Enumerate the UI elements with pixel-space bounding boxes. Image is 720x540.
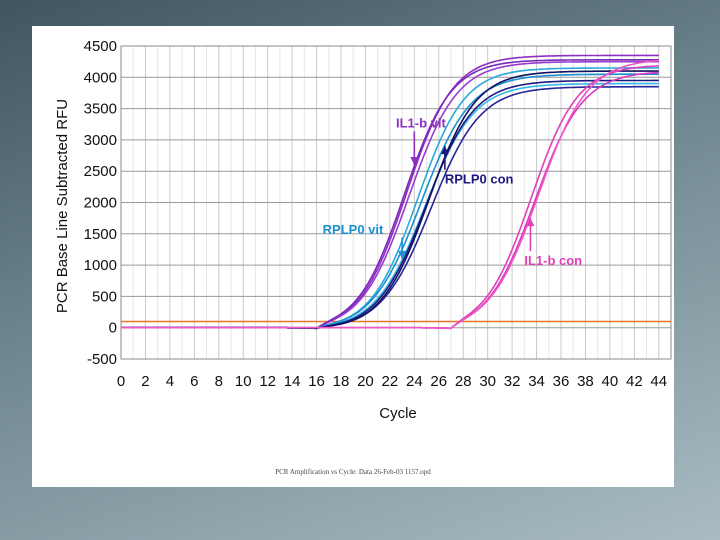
x-tick-label: 24 bbox=[406, 373, 423, 390]
y-tick-label: 4000 bbox=[84, 69, 117, 86]
x-tick-label: 44 bbox=[650, 373, 667, 390]
x-axis-title: Cycle bbox=[379, 405, 417, 422]
x-tick-label: 8 bbox=[215, 373, 223, 390]
annotation-arrowhead-1 bbox=[440, 146, 449, 155]
x-tick-label: 28 bbox=[455, 373, 472, 390]
annotation-arrowhead-0 bbox=[410, 156, 419, 165]
y-tick-label: 1000 bbox=[84, 257, 117, 274]
x-tick-label: 42 bbox=[626, 373, 643, 390]
annotation-arrowhead-2 bbox=[398, 250, 407, 259]
x-tick-label: 16 bbox=[308, 373, 325, 390]
annotation-label-2: RPLP0 vit bbox=[323, 222, 384, 237]
y-tick-label: 0 bbox=[109, 320, 117, 337]
plot-border bbox=[120, 45, 672, 360]
footer-caption: PCR Amplification vs Cycle: Data 26-Feb-… bbox=[275, 468, 431, 476]
x-tick-label: 14 bbox=[284, 373, 301, 390]
x-tick-label: 40 bbox=[602, 373, 619, 390]
amplification-curves bbox=[121, 54, 659, 330]
x-tick-label: 6 bbox=[190, 373, 198, 390]
x-tick-label: 30 bbox=[479, 373, 496, 390]
x-tick-label: 22 bbox=[382, 373, 399, 390]
x-tick-label: 36 bbox=[553, 373, 570, 390]
x-tick-labels: 0 2 4 6 8 10 12 14 16 18 20 22 24 26 28 30 32 34 36 38 40 42 4… bbox=[117, 373, 667, 390]
annotation-label-3: IL1-b con bbox=[524, 253, 582, 268]
y-tick-label: 4500 bbox=[84, 38, 117, 55]
y-tick-label: 2000 bbox=[84, 195, 117, 212]
x-tick-label: 26 bbox=[430, 373, 447, 390]
annotation-label-0: IL1-b vit bbox=[396, 115, 447, 130]
annotation-label-1: RPLP0 con bbox=[445, 172, 514, 187]
pcr-amplification-chart: 450040003500300025002000150010005000-500… bbox=[54, 38, 672, 422]
x-tick-label: 32 bbox=[504, 373, 521, 390]
x-tick-label: 38 bbox=[577, 373, 594, 390]
y-tick-label: 3500 bbox=[84, 101, 117, 118]
x-tick-label: 0 bbox=[117, 373, 125, 390]
slide: 4500 4000 3500 3000 2500 2000 1500 1000 500 0 -500… bbox=[32, 26, 674, 487]
x-tick-label: 10 bbox=[235, 373, 252, 390]
y-axis-title: PCR Base Line Subtracted RFU bbox=[54, 99, 71, 313]
x-tick-label: 18 bbox=[333, 373, 350, 390]
x-tick-label: 34 bbox=[528, 373, 545, 390]
x-tick-label: 12 bbox=[259, 373, 276, 390]
y-tick-label: 500 bbox=[92, 288, 117, 305]
series-line-11 bbox=[121, 59, 659, 330]
x-tick-label: 4 bbox=[166, 373, 174, 390]
y-tick-label: -500 bbox=[87, 351, 117, 368]
y-tick-label: 2500 bbox=[84, 163, 117, 180]
annotation-arrowhead-3 bbox=[526, 218, 535, 227]
y-tick-label: 1500 bbox=[84, 226, 117, 243]
x-tick-label: 20 bbox=[357, 373, 374, 390]
annotations: IL1-b vit RPLP0 con RPLP0 vit IL1-b con bbox=[323, 115, 583, 268]
y-tick-labels: 4500 4000 3500 3000 2500 2000 1500 1000 500 0 -500 bbox=[84, 38, 117, 368]
x-tick-label: 2 bbox=[141, 373, 149, 390]
y-tick-label: 3000 bbox=[84, 132, 117, 149]
